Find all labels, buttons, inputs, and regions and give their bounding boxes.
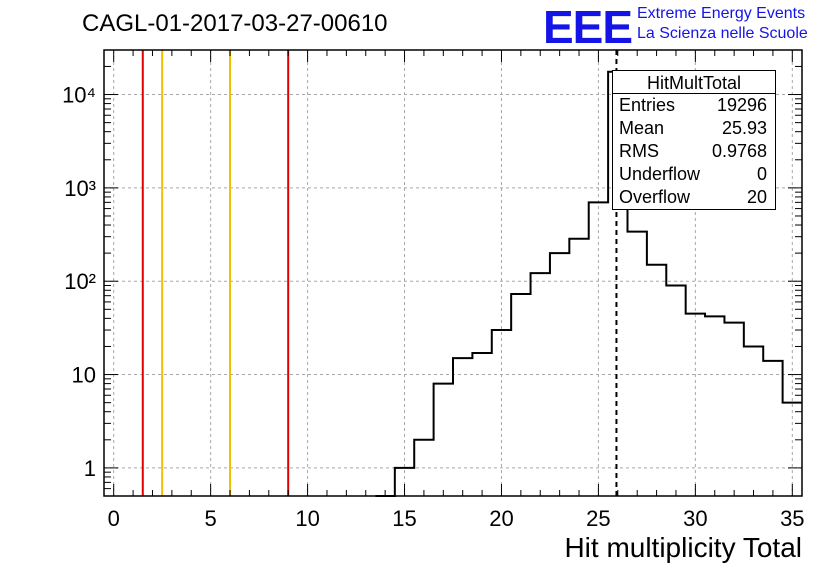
- histogram-bin: [744, 346, 763, 496]
- stat-value: 0.9768: [711, 141, 767, 161]
- logo-line-1: Extreme Energy Events: [637, 5, 806, 22]
- x-tick-label: 5: [205, 506, 217, 531]
- y-tick-label: 1: [84, 456, 96, 481]
- stat-row-overflow: Overflow 20: [619, 187, 767, 210]
- histogram-bin: [763, 361, 782, 496]
- histogram-bin: [705, 316, 724, 496]
- plot-frame: [103, 0, 836, 572]
- histogram-bin: [589, 202, 608, 496]
- histogram-bin: [492, 330, 511, 496]
- stat-label: Overflow: [619, 187, 691, 207]
- stat-value: 20: [746, 187, 767, 207]
- histogram-bin: [453, 358, 472, 496]
- stat-row-underflow: Underflow 0: [619, 164, 767, 187]
- y-tick-label: 10²: [64, 269, 96, 294]
- stat-label: RMS: [619, 141, 659, 161]
- x-tick-label: 35: [780, 506, 804, 531]
- x-axis-title: Hit multiplicity Total: [564, 532, 802, 563]
- stat-value: 0: [756, 164, 767, 184]
- x-tick-label: 25: [586, 506, 610, 531]
- y-axis-ticks: 1 10 10² 10³ 10⁴: [62, 49, 802, 490]
- stat-row-rms: RMS 0.9768: [619, 141, 767, 164]
- histogram-bin: [472, 353, 491, 496]
- histogram-bin: [569, 239, 588, 496]
- x-tick-label: 15: [392, 506, 416, 531]
- plot-frame-border: [103, 49, 803, 497]
- x-tick-label: 0: [108, 506, 120, 531]
- y-tick-label: 10: [72, 363, 96, 388]
- histogram-bin: [647, 265, 666, 496]
- stat-row-entries: Entries 19296: [619, 95, 767, 118]
- histogram-bin: [724, 323, 743, 496]
- threshold-lines: [141, 50, 290, 496]
- histogram-bin: [628, 232, 647, 496]
- stats-box: HitMultTotal Entries 19296 Mean 25.93 RM…: [612, 70, 776, 210]
- histogram-bin: [686, 314, 705, 496]
- frame-mask: [803, 0, 836, 572]
- histogram-bin: [414, 440, 433, 496]
- histogram-bin: [511, 294, 530, 496]
- histogram-bin: [531, 273, 550, 496]
- stat-value: 19296: [716, 95, 767, 115]
- stats-title: HitMultTotal: [646, 73, 742, 93]
- stat-label: Entries: [619, 95, 676, 115]
- chart-title: CAGL-01-2017-03-27-00610: [82, 10, 388, 37]
- stat-label: Underflow: [619, 164, 701, 184]
- logo-caption: Extreme Energy Events La Scienza nelle S…: [637, 4, 808, 44]
- logo-line-2: La Scienza nelle Scuole: [637, 25, 808, 42]
- x-tick-label: 10: [295, 506, 319, 531]
- eee-logo: EEE: [543, 1, 633, 53]
- x-axis-ticks: 0 5 10 15 20 25 30 35: [108, 50, 805, 531]
- histogram-bin: [783, 403, 802, 496]
- histogram-bin: [434, 384, 453, 496]
- y-tick-label: 10⁴: [62, 83, 96, 108]
- histogram-bin: [666, 285, 685, 496]
- stat-row-mean: Mean 25.93: [619, 118, 767, 141]
- stat-value: 25.93: [721, 118, 767, 138]
- stats-separator: [613, 93, 775, 94]
- histogram-outline: [375, 70, 802, 497]
- x-tick-label: 30: [683, 506, 707, 531]
- histogram-bin: [550, 253, 569, 496]
- stat-label: Mean: [619, 118, 665, 138]
- y-tick-label: 10³: [64, 176, 96, 201]
- x-tick-label: 20: [489, 506, 513, 531]
